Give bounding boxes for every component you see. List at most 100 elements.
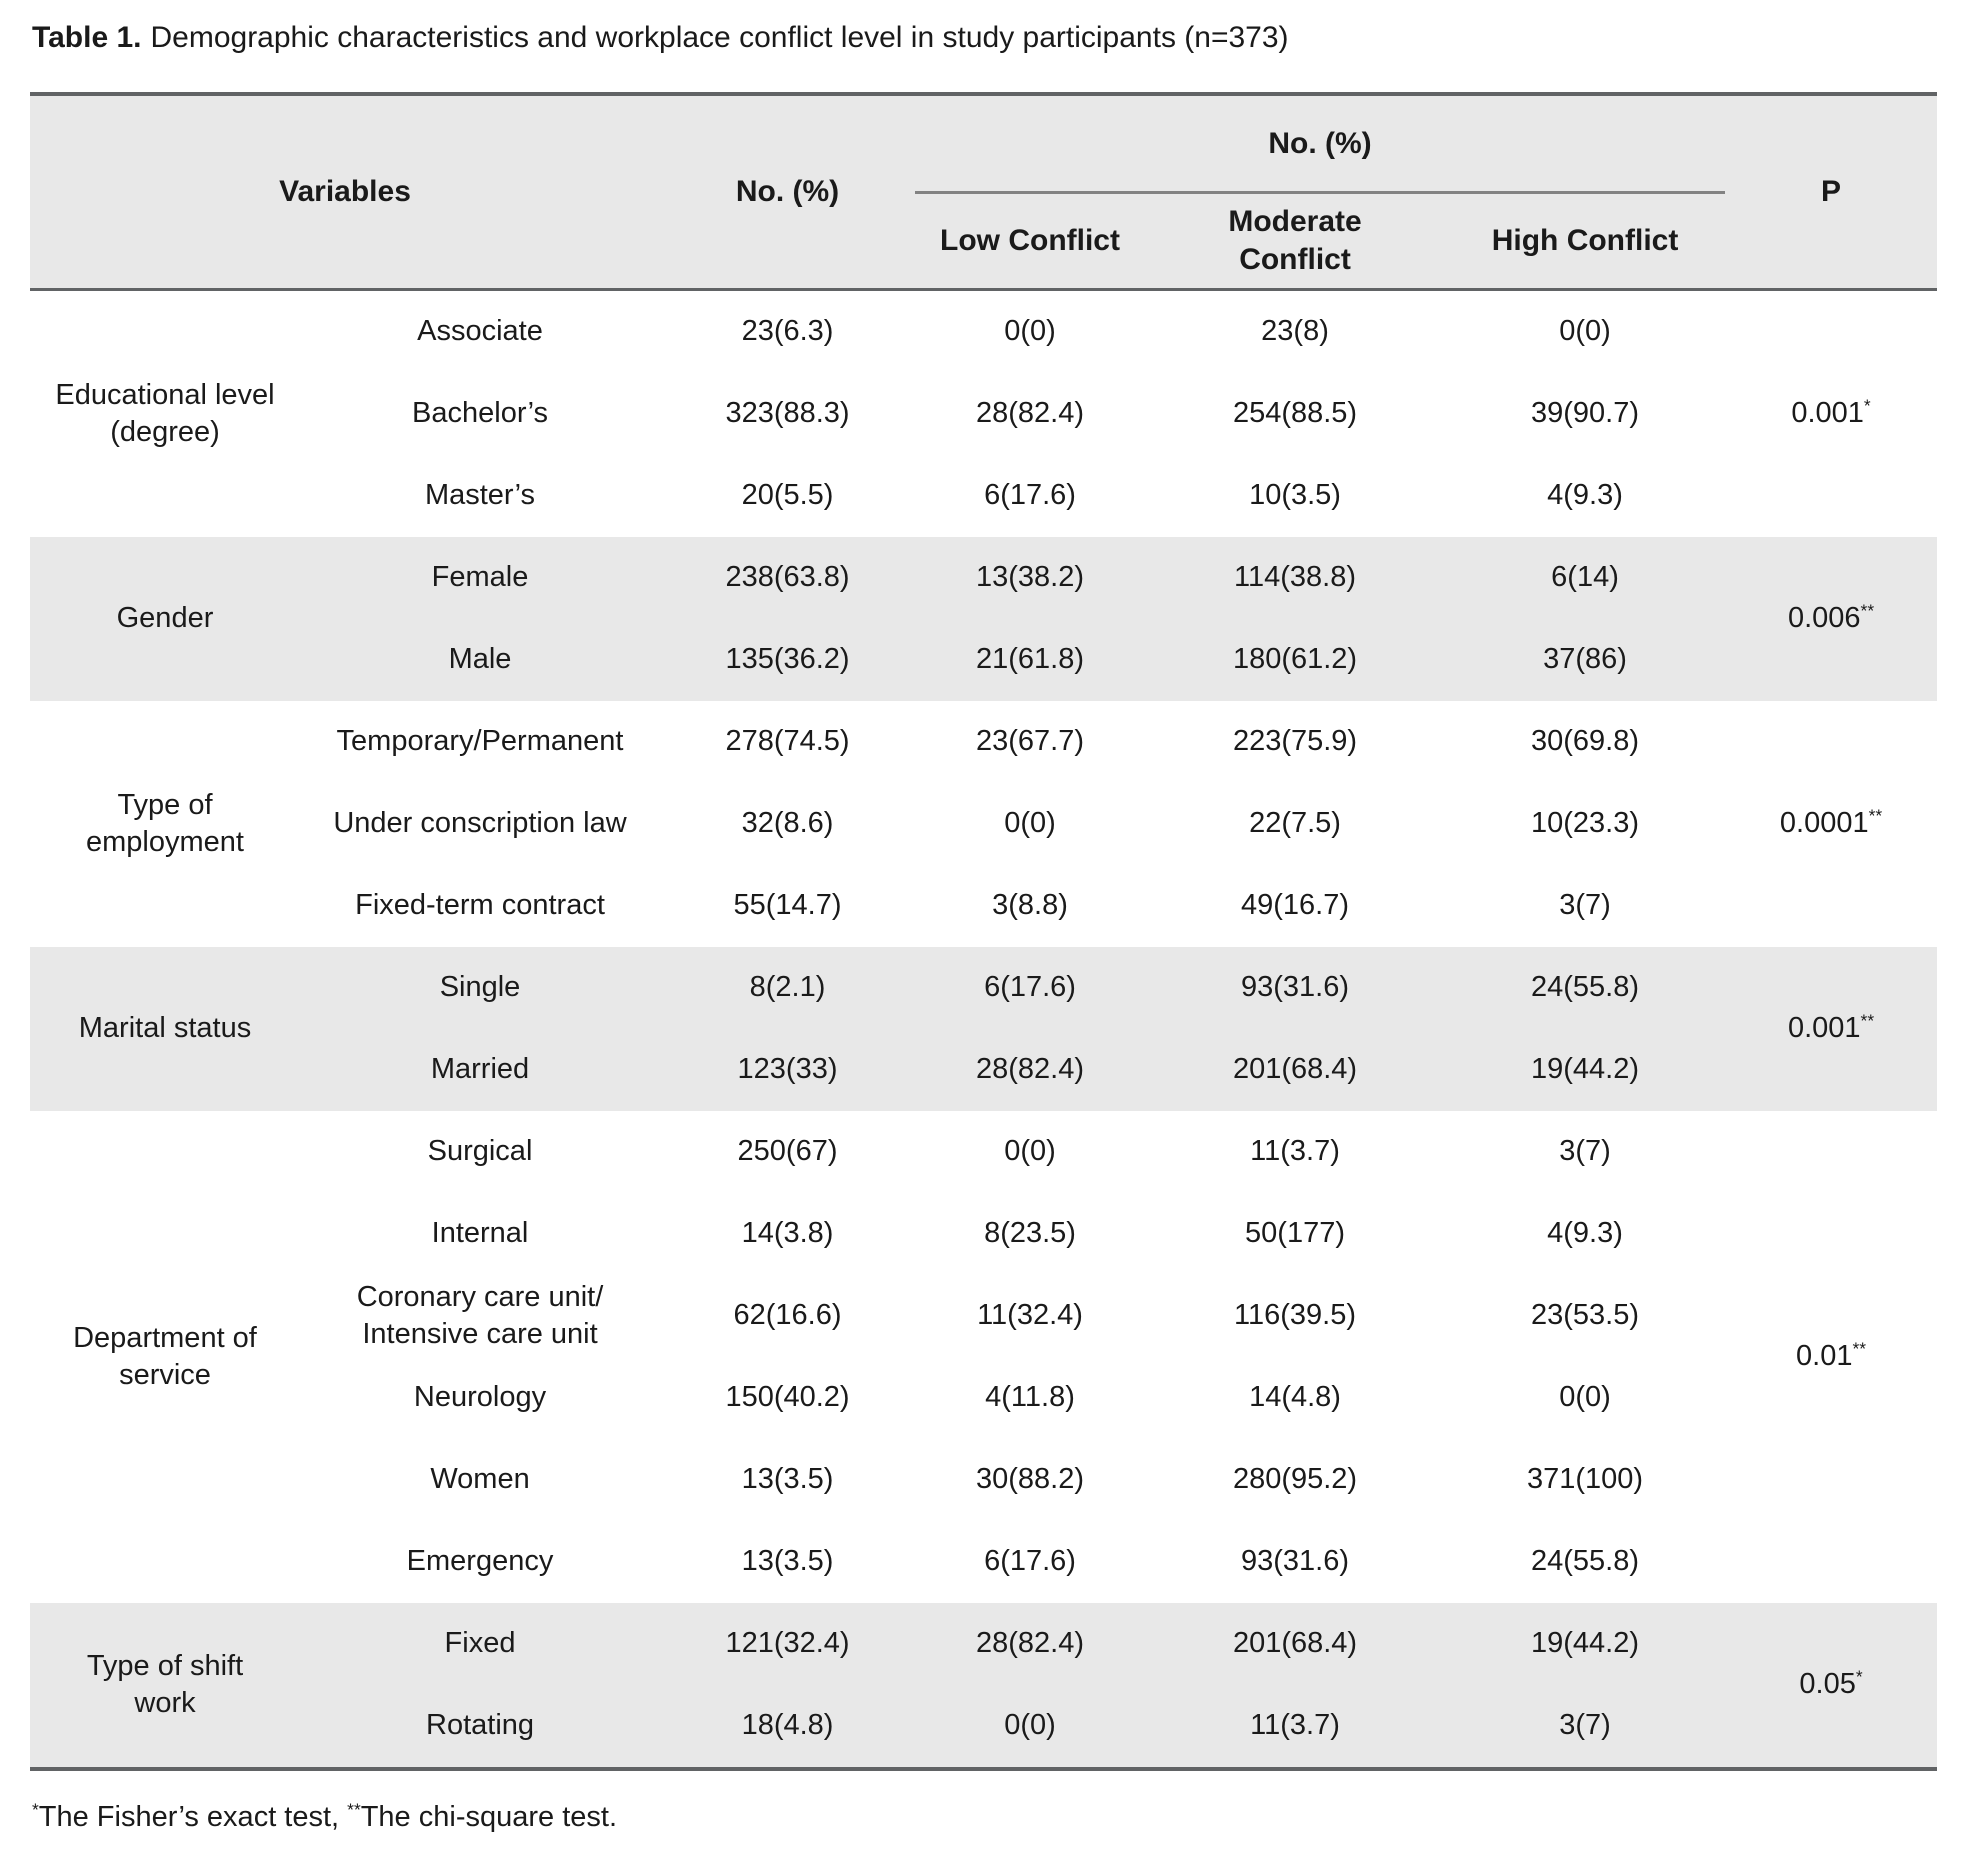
cell-moderate-conflict: 116(39.5) [1145, 1274, 1446, 1357]
variable-group-label: Department of service [30, 1110, 300, 1603]
cell-high-conflict: 6(14) [1445, 536, 1726, 619]
cell-high-conflict: 24(55.8) [1445, 946, 1726, 1029]
cell-subcategory-label: Married [300, 1028, 661, 1111]
table-row: Male 135(36.2) 21(61.8) 180(61.2) 37(86) [30, 618, 1937, 701]
cell-no-pct: 62(16.6) [660, 1274, 916, 1357]
cell-subcategory-label: Master’s [300, 454, 661, 537]
table-row: Women 13(3.5) 30(88.2) 280(95.2) 371(100) [30, 1438, 1937, 1521]
cell-subcategory-label: Fixed-term contract [300, 864, 661, 947]
cell-moderate-conflict: 114(38.8) [1145, 536, 1446, 619]
cell-no-pct: 278(74.5) [660, 700, 916, 783]
cell-no-pct: 14(3.8) [660, 1192, 916, 1275]
cell-moderate-conflict: 11(3.7) [1145, 1684, 1446, 1769]
cell-high-conflict: 23(53.5) [1445, 1274, 1726, 1357]
p-value-significance-marker: ** [1860, 600, 1875, 621]
p-value: 0.001* [1725, 289, 1938, 537]
cell-high-conflict: 30(69.8) [1445, 700, 1726, 783]
cell-moderate-conflict: 280(95.2) [1145, 1438, 1446, 1521]
cell-no-pct: 55(14.7) [660, 864, 916, 947]
variable-group-label: Educational level (degree) [30, 289, 300, 537]
cell-low-conflict: 13(38.2) [915, 536, 1146, 619]
cell-low-conflict: 21(61.8) [915, 618, 1146, 701]
cell-moderate-conflict: 22(7.5) [1145, 782, 1446, 865]
cell-subcategory-label: Associate [300, 289, 661, 373]
cell-low-conflict: 11(32.4) [915, 1274, 1146, 1357]
cell-moderate-conflict: 49(16.7) [1145, 864, 1446, 947]
variable-group-label: Type of employment [30, 700, 300, 947]
cell-subcategory-label: Rotating [300, 1684, 661, 1769]
cell-moderate-conflict: 14(4.8) [1145, 1356, 1446, 1439]
cell-moderate-conflict: 93(31.6) [1145, 1520, 1446, 1603]
footnote-text: The chi-square test. [360, 1800, 618, 1833]
cell-high-conflict: 0(0) [1445, 289, 1726, 373]
table-row: Type of employment Temporary/Permanent 278… [30, 700, 1938, 947]
cell-no-pct: 13(3.5) [660, 1520, 916, 1603]
cell-no-pct: 250(67) [660, 1110, 916, 1193]
p-value: 0.05* [1725, 1602, 1938, 1769]
cell-low-conflict: 28(82.4) [915, 372, 1146, 455]
cell-no-pct: 8(2.1) [660, 946, 916, 1029]
cell-high-conflict: 371(100) [1445, 1438, 1726, 1521]
cell-low-conflict: 6(17.6) [915, 946, 1146, 1029]
cell-no-pct: 20(5.5) [660, 454, 916, 537]
demographics-conflict-table: Variables No. (%) No. (%) P Low Conflict… [30, 92, 1938, 1771]
cell-high-conflict: 3(7) [1445, 864, 1726, 947]
cell-moderate-conflict: 11(3.7) [1145, 1110, 1446, 1193]
col-header-moderate-conflict: Moderate Conflict [1145, 192, 1446, 291]
p-value-significance-marker: * [1855, 1666, 1863, 1687]
cell-low-conflict: 0(0) [915, 289, 1146, 373]
col-header-no-pct: No. (%) [660, 94, 916, 291]
cell-no-pct: 32(8.6) [660, 782, 916, 865]
cell-low-conflict: 6(17.6) [915, 454, 1146, 537]
p-value-number: 0.006 [1787, 602, 1861, 635]
cell-high-conflict: 3(7) [1445, 1110, 1726, 1193]
cell-no-pct: 13(3.5) [660, 1438, 916, 1521]
p-value-significance-marker: ** [1852, 1338, 1867, 1359]
cell-subcategory-label: Bachelor’s [300, 372, 661, 455]
col-header-variables: Variables [30, 94, 661, 291]
table-row: Married 123(33) 28(82.4) 201(68.4) 19(44.2) [30, 1028, 1937, 1111]
cell-no-pct: 238(63.8) [660, 536, 916, 619]
footnote-marker: ** [347, 1798, 361, 1819]
p-value: 0.001** [1725, 946, 1938, 1111]
variable-group-label: Type of shift work [30, 1602, 300, 1769]
cell-moderate-conflict: 93(31.6) [1145, 946, 1446, 1029]
p-value-significance-marker: ** [1868, 805, 1883, 826]
cell-moderate-conflict: 180(61.2) [1145, 618, 1446, 701]
p-value-number: 0.001 [1791, 397, 1864, 430]
table-row: Master’s 20(5.5) 6(17.6) 10(3.5) 4(9.3) [30, 454, 1937, 537]
table-header: Variables No. (%) No. (%) P Low Conflict… [30, 94, 1938, 291]
cell-moderate-conflict: 223(75.9) [1145, 700, 1446, 783]
cell-no-pct: 323(88.3) [660, 372, 916, 455]
table-row: Marital status Single 8(2.1) 6(17.6) 93(31.6… [30, 946, 1938, 1111]
p-value-significance-marker: * [1863, 395, 1871, 416]
table-row: Emergency 13(3.5) 6(17.6) 93(31.6) 24(55.8) [30, 1520, 1937, 1603]
col-header-no-pct-group: No. (%) [915, 94, 1726, 194]
variable-group-label: Marital status [30, 946, 300, 1111]
cell-low-conflict: 3(8.8) [915, 864, 1146, 947]
cell-low-conflict: 4(11.8) [915, 1356, 1146, 1439]
cell-subcategory-label: Fixed [300, 1602, 661, 1685]
footnote-marker: * [32, 1798, 39, 1819]
cell-low-conflict: 30(88.2) [915, 1438, 1146, 1521]
cell-no-pct: 123(33) [660, 1028, 916, 1111]
cell-no-pct: 23(6.3) [660, 289, 916, 373]
p-value: 0.006** [1725, 536, 1938, 701]
col-header-low-conflict: Low Conflict [915, 192, 1146, 291]
cell-no-pct: 18(4.8) [660, 1684, 916, 1769]
cell-high-conflict: 39(90.7) [1445, 372, 1726, 455]
cell-subcategory-label: Male [300, 618, 661, 701]
cell-high-conflict: 37(86) [1445, 618, 1726, 701]
cell-subcategory-label: Coronary care unit/ Intensive care unit [300, 1274, 661, 1357]
cell-low-conflict: 0(0) [915, 1684, 1146, 1769]
cell-high-conflict: 3(7) [1445, 1684, 1726, 1769]
table-caption-label: Table 1. [32, 21, 142, 54]
cell-subcategory-label: Temporary/Permanent [300, 700, 661, 783]
cell-low-conflict: 23(67.7) [915, 700, 1146, 783]
cell-no-pct: 150(40.2) [660, 1356, 916, 1439]
col-header-p: P [1725, 94, 1938, 291]
table-row: Fixed-term contract 55(14.7) 3(8.8) 49(16.7… [30, 864, 1937, 947]
table-row: Bachelor’s 323(88.3) 28(82.4) 254(88.5) 39(9… [30, 372, 1937, 455]
p-value-number: 0.01 [1796, 1340, 1853, 1373]
p-value: 0.0001** [1725, 700, 1938, 947]
